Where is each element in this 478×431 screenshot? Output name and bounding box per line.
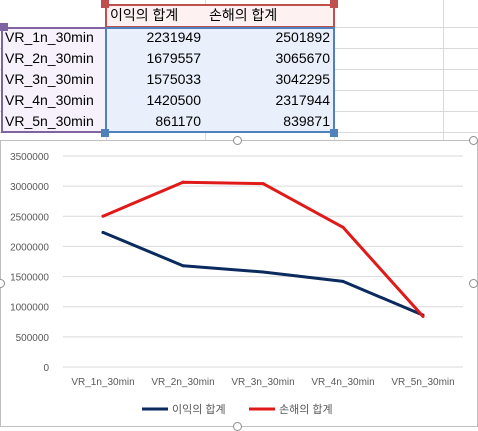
data-point xyxy=(341,279,345,283)
chart-resize-handle[interactable] xyxy=(0,279,5,288)
y-tick-label: 2000000 xyxy=(10,242,49,253)
data-point xyxy=(101,214,105,218)
y-tick-label: 500000 xyxy=(16,333,50,344)
row-label-cell[interactable]: VR_5n_30min xyxy=(2,111,106,132)
profit-value-cell[interactable]: 2231949 xyxy=(106,27,205,48)
x-tick-label: VR_4n_30min xyxy=(311,377,374,388)
data-point xyxy=(101,230,105,234)
chart-resize-handle[interactable] xyxy=(233,136,242,145)
gridline xyxy=(443,0,444,140)
loss-value-cell[interactable]: 839871 xyxy=(205,111,334,132)
row-label-cell[interactable]: VR_3n_30min xyxy=(2,69,106,90)
y-tick-label: 3500000 xyxy=(10,152,49,163)
data-point xyxy=(181,264,185,268)
profit-value-cell[interactable]: 861170 xyxy=(106,111,205,132)
data-point xyxy=(261,270,265,274)
y-tick-label: 2500000 xyxy=(10,212,49,223)
legend-label: 손해의 합계 xyxy=(279,402,333,416)
range-resize-handle[interactable] xyxy=(330,129,338,137)
row-label-cell[interactable]: VR_2n_30min xyxy=(2,48,106,69)
loss-value-cell[interactable]: 3065670 xyxy=(205,48,334,69)
range-resize-handle[interactable] xyxy=(101,129,109,137)
data-point xyxy=(261,182,265,186)
data-point xyxy=(341,225,345,229)
y-tick-label: 3000000 xyxy=(10,182,49,193)
chart-resize-handle[interactable] xyxy=(469,279,478,288)
x-tick-label: VR_2n_30min xyxy=(151,377,214,388)
line-chart-object[interactable]: 0 500000 1000000 1500000 2000000 2500000 30000… xyxy=(0,140,478,427)
header-cell-profit[interactable]: 이익의 합계 xyxy=(106,5,205,26)
header-cell-loss[interactable]: 손해의 합계 xyxy=(205,5,334,26)
loss-value-cell[interactable]: 2317944 xyxy=(205,90,334,111)
y-tick-label: 0 xyxy=(43,363,49,374)
x-tick-label: VR_5n_30min xyxy=(391,377,454,388)
profit-value-cell[interactable]: 1420500 xyxy=(106,90,205,111)
y-tick-label: 1500000 xyxy=(10,273,49,284)
legend-label: 이익의 합계 xyxy=(172,403,226,416)
series-line-1 xyxy=(101,230,425,317)
chart-resize-handle[interactable] xyxy=(469,136,478,145)
data-point xyxy=(421,314,425,318)
loss-value-cell[interactable]: 3042295 xyxy=(205,69,334,90)
profit-value-cell[interactable]: 1575033 xyxy=(106,69,205,90)
row-label-cell[interactable]: VR_1n_30min xyxy=(2,27,106,48)
range-resize-handle[interactable] xyxy=(0,23,8,31)
gridline xyxy=(334,0,335,140)
data-point xyxy=(181,180,185,184)
range-resize-handle[interactable] xyxy=(330,0,338,8)
range-resize-handle[interactable] xyxy=(101,0,109,8)
row-label-cell[interactable]: VR_4n_30min xyxy=(2,90,106,111)
loss-value-cell[interactable]: 2501892 xyxy=(205,27,334,48)
profit-value-cell[interactable]: 1679557 xyxy=(106,48,205,69)
spreadsheet-area: 이익의 합계 손해의 합계 VR_1n_30min 2231949 250189… xyxy=(0,0,478,140)
y-tick-label: 1000000 xyxy=(10,303,49,314)
line-chart: 0 500000 1000000 1500000 2000000 2500000 30000… xyxy=(10,152,463,416)
gridline xyxy=(0,132,478,133)
x-tick-label: VR_3n_30min xyxy=(231,377,294,388)
x-tick-label: VR_1n_30min xyxy=(71,377,134,388)
